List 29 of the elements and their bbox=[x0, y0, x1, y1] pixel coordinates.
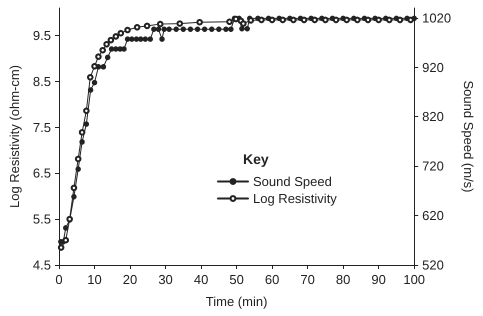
y-tick-label: 7.5 bbox=[32, 120, 51, 135]
legend-label: Log Resistivity bbox=[253, 191, 338, 206]
x-tick-label: 0 bbox=[55, 272, 63, 287]
x-axis-title: Time (min) bbox=[206, 294, 268, 309]
x-tick-label: 40 bbox=[194, 272, 208, 287]
y2-tick-label: 520 bbox=[422, 258, 444, 272]
y-axis-title: Log Resistivity (ohm-cm) bbox=[7, 64, 22, 208]
y2-axis-title: Sound Speed (m/s) bbox=[461, 80, 476, 193]
x-tick-label: 60 bbox=[264, 272, 280, 287]
y2-tick-label: 820 bbox=[422, 109, 444, 124]
y-tick-label: 9.5 bbox=[32, 28, 51, 44]
x-tick-label: 50 bbox=[229, 272, 244, 287]
y-tick-label: 5.5 bbox=[32, 212, 51, 227]
x-tick-label: 90 bbox=[371, 272, 386, 287]
x-tick-label: 100 bbox=[403, 272, 426, 287]
y-tick-label: 8.5 bbox=[32, 74, 51, 89]
y2-tick-label: 620 bbox=[422, 208, 444, 224]
y-tick-label: 6.5 bbox=[32, 166, 51, 181]
legend-label: Sound Speed bbox=[253, 174, 332, 189]
y-tick-label: 4.5 bbox=[32, 258, 51, 272]
x-tick-label: 20 bbox=[122, 272, 138, 287]
y2-tick-label: 720 bbox=[422, 158, 444, 174]
x-tick-label: 10 bbox=[87, 272, 102, 287]
x-tick-label: 80 bbox=[336, 272, 350, 287]
x-tick-label: 70 bbox=[300, 272, 315, 287]
legend-title: Key bbox=[243, 151, 269, 167]
y2-tick-label: 1020 bbox=[422, 10, 452, 26]
x-tick-label: 30 bbox=[158, 272, 173, 287]
y2-tick-label: 920 bbox=[422, 60, 444, 75]
